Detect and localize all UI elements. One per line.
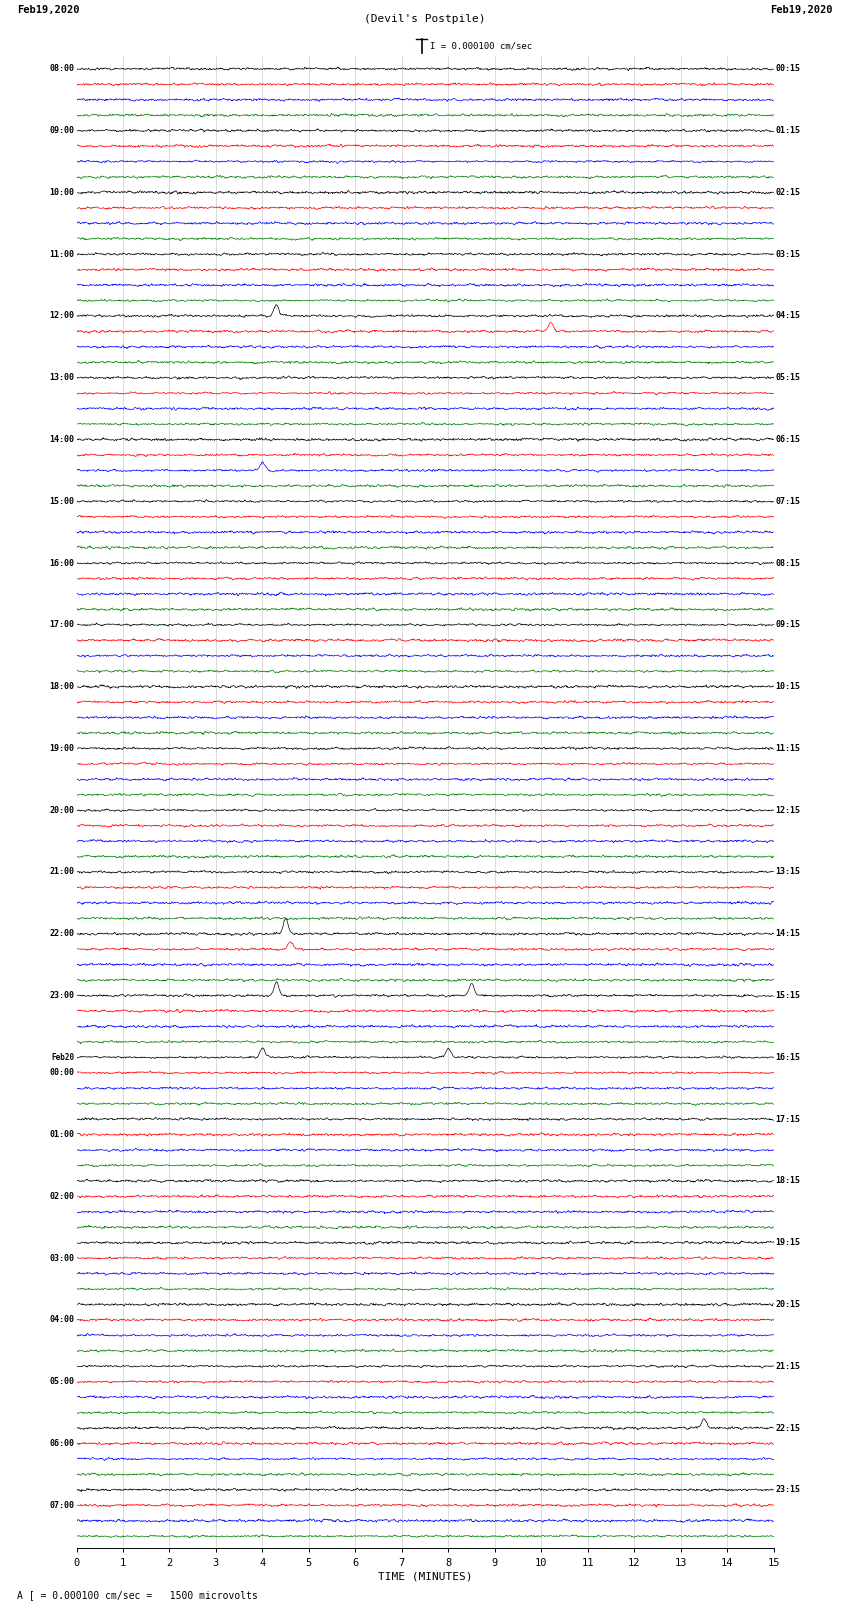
- Text: 02:15: 02:15: [775, 187, 801, 197]
- Text: 01:15: 01:15: [775, 126, 801, 135]
- Text: Feb19,2020: Feb19,2020: [17, 5, 80, 15]
- Text: Feb20: Feb20: [51, 1053, 75, 1061]
- Text: 08:00: 08:00: [49, 65, 75, 73]
- Text: 04:00: 04:00: [49, 1315, 75, 1324]
- Text: 11:15: 11:15: [775, 744, 801, 753]
- Text: 08:15: 08:15: [775, 558, 801, 568]
- Text: 13:00: 13:00: [49, 373, 75, 382]
- Text: 15:00: 15:00: [49, 497, 75, 506]
- Text: 07:15: 07:15: [775, 497, 801, 506]
- Text: 21:15: 21:15: [775, 1361, 801, 1371]
- Text: Feb19,2020: Feb19,2020: [770, 5, 833, 15]
- Text: 20:15: 20:15: [775, 1300, 801, 1308]
- Text: 04:15: 04:15: [775, 311, 801, 321]
- Text: 16:15: 16:15: [775, 1053, 801, 1061]
- Text: 11:00: 11:00: [49, 250, 75, 258]
- Text: 23:15: 23:15: [775, 1486, 801, 1494]
- Text: 06:00: 06:00: [49, 1439, 75, 1448]
- Text: 14:15: 14:15: [775, 929, 801, 939]
- Text: 22:15: 22:15: [775, 1424, 801, 1432]
- Text: 10:00: 10:00: [49, 187, 75, 197]
- Text: I = 0.000100 cm/sec: I = 0.000100 cm/sec: [430, 42, 532, 50]
- Text: 15:15: 15:15: [775, 990, 801, 1000]
- Text: 03:15: 03:15: [775, 250, 801, 258]
- Text: 17:15: 17:15: [775, 1115, 801, 1124]
- Text: 21:00: 21:00: [49, 868, 75, 876]
- Text: 19:00: 19:00: [49, 744, 75, 753]
- Text: 14:00: 14:00: [49, 436, 75, 444]
- Text: 18:00: 18:00: [49, 682, 75, 690]
- Text: 01:00: 01:00: [49, 1131, 75, 1139]
- Text: 19:15: 19:15: [775, 1239, 801, 1247]
- Text: 09:00: 09:00: [49, 126, 75, 135]
- Text: 05:15: 05:15: [775, 373, 801, 382]
- Text: 00:00: 00:00: [49, 1068, 75, 1077]
- Text: 12:00: 12:00: [49, 311, 75, 321]
- Text: (Devil's Postpile): (Devil's Postpile): [365, 13, 485, 24]
- Text: 02:00: 02:00: [49, 1192, 75, 1200]
- Text: 23:00: 23:00: [49, 990, 75, 1000]
- Text: 22:00: 22:00: [49, 929, 75, 939]
- Text: 10:15: 10:15: [775, 682, 801, 690]
- Text: 13:15: 13:15: [775, 868, 801, 876]
- Text: 12:15: 12:15: [775, 805, 801, 815]
- X-axis label: TIME (MINUTES): TIME (MINUTES): [377, 1571, 473, 1582]
- Text: 05:00: 05:00: [49, 1378, 75, 1386]
- Text: 18:15: 18:15: [775, 1176, 801, 1186]
- Text: 07:00: 07:00: [49, 1500, 75, 1510]
- Text: 03:00: 03:00: [49, 1253, 75, 1263]
- Text: 06:15: 06:15: [775, 436, 801, 444]
- Text: 16:00: 16:00: [49, 558, 75, 568]
- Text: 09:15: 09:15: [775, 621, 801, 629]
- Text: A [ = 0.000100 cm/sec =   1500 microvolts: A [ = 0.000100 cm/sec = 1500 microvolts: [17, 1590, 258, 1600]
- Text: 00:15: 00:15: [775, 65, 801, 73]
- Text: 20:00: 20:00: [49, 805, 75, 815]
- Text: 17:00: 17:00: [49, 621, 75, 629]
